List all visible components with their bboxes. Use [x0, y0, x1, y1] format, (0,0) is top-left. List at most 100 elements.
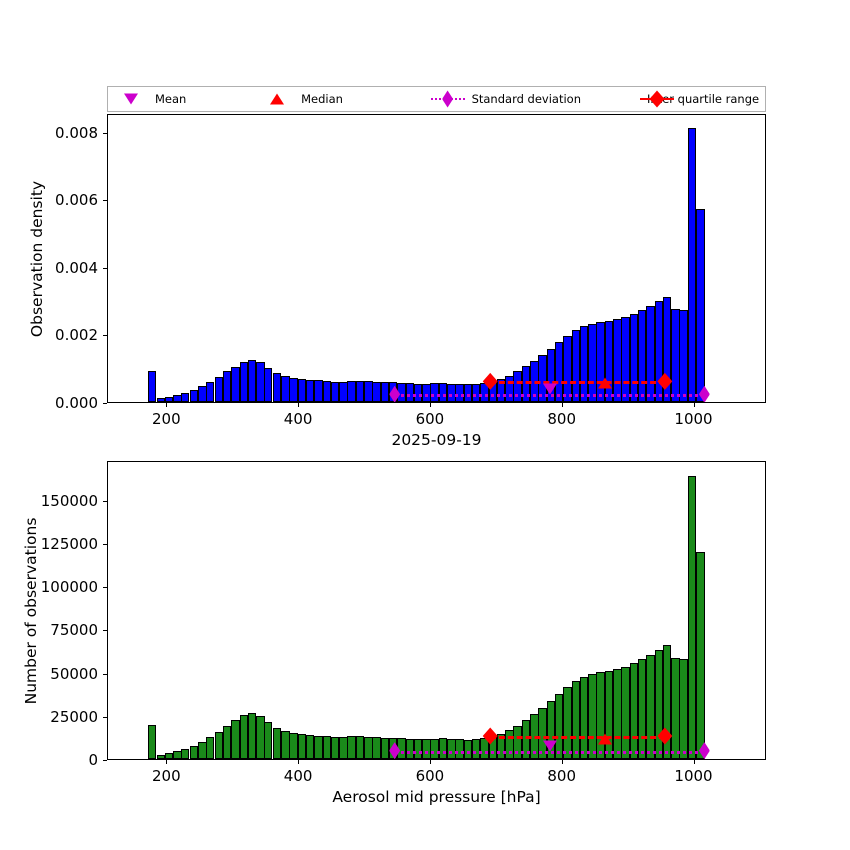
legend-label-0: Mean — [155, 92, 187, 106]
histogram-bar — [621, 666, 630, 759]
histogram-bar — [164, 753, 173, 759]
y-axis-title: Number of observations — [22, 517, 40, 704]
histogram-bar — [496, 734, 506, 759]
histogram-bar — [289, 732, 298, 759]
histogram-bar — [687, 475, 697, 759]
x-tick-label: 600 — [415, 410, 445, 428]
standard-deviation-high-marker — [698, 385, 710, 402]
histogram-bar — [156, 397, 166, 402]
histogram-bar — [430, 738, 439, 759]
histogram-bar — [662, 645, 672, 759]
histogram-bar — [380, 382, 390, 402]
observation-count-axes — [107, 461, 766, 760]
histogram-bar — [629, 663, 639, 759]
histogram-bar — [438, 738, 448, 759]
histogram-bar — [621, 316, 630, 402]
histogram-bar — [596, 322, 605, 402]
standard-deviation-line — [394, 750, 705, 754]
histogram-bar — [538, 354, 547, 402]
y-tick — [103, 543, 107, 545]
inter-quartile-range-line — [490, 735, 665, 739]
triangle-up-marker-icon — [270, 93, 285, 105]
histogram-bar — [355, 735, 365, 759]
histogram-bar — [297, 379, 307, 402]
legend-icon-wrap-0 — [114, 91, 148, 107]
top-panel-date-title: 2025-09-19 — [391, 431, 482, 449]
histogram-bar — [513, 371, 522, 402]
x-tick-label: 200 — [151, 410, 181, 428]
histogram-bar — [413, 739, 423, 759]
x-tick-label: 1000 — [674, 410, 713, 428]
observation-count-plot-area — [108, 462, 765, 759]
histogram-bar — [588, 323, 597, 402]
histogram-bar — [305, 379, 314, 402]
histogram-bar — [247, 359, 256, 402]
histogram-bar — [455, 739, 464, 759]
x-tick — [561, 403, 563, 407]
median-marker — [597, 377, 612, 389]
histogram-bar — [222, 371, 231, 402]
y-tick — [103, 403, 107, 404]
histogram-bar — [463, 739, 473, 759]
histogram-bar — [355, 380, 365, 402]
histogram-bar — [339, 737, 348, 759]
legend-label-2: Standard deviation — [471, 92, 582, 106]
y-tick-label: 0.004 — [55, 258, 98, 277]
standard-deviation-high-marker — [698, 742, 710, 759]
diamond-marker-icon — [649, 90, 665, 108]
legend-label-1: Median — [301, 92, 343, 106]
y-tick-label: 150000 — [40, 491, 98, 510]
mean-marker — [543, 383, 558, 395]
histogram-bar — [256, 362, 265, 402]
histogram-bar — [173, 751, 182, 759]
observation-density-axes — [107, 114, 766, 403]
histogram-bar — [372, 737, 381, 759]
histogram-bar — [571, 680, 581, 759]
histogram-bar — [505, 730, 514, 759]
histogram-bar — [256, 715, 265, 759]
histogram-bar — [189, 389, 198, 402]
histogram-bar — [521, 720, 531, 759]
histogram-bar — [231, 720, 240, 759]
histogram-bar — [206, 737, 215, 759]
histogram-bar — [297, 733, 307, 759]
histogram-bar — [148, 371, 157, 402]
histogram-bar — [422, 739, 431, 759]
histogram-bar — [679, 659, 688, 759]
triangle-down-marker-icon — [124, 93, 138, 105]
median-marker — [597, 733, 612, 745]
x-tick — [166, 403, 168, 407]
x-tick-label: 200 — [151, 767, 181, 785]
histogram-bar — [148, 725, 157, 759]
histogram-bar — [198, 742, 207, 759]
histogram-bar — [189, 745, 198, 759]
histogram-bar — [563, 687, 572, 759]
histogram-bar — [604, 671, 614, 759]
histogram-bar — [463, 384, 473, 402]
histogram-bar — [588, 673, 597, 759]
histogram-bar — [239, 715, 249, 759]
x-tick-label: 1000 — [674, 767, 713, 785]
histogram-bar — [364, 381, 373, 402]
inter-quartile-range-low-marker — [482, 372, 498, 390]
inter-quartile-range-high-marker — [657, 372, 673, 390]
histogram-bar — [579, 676, 589, 759]
histogram-bar — [679, 310, 688, 402]
y-tick — [103, 500, 107, 502]
legend-entry-3: Inter quartile range — [640, 90, 759, 108]
x-tick — [693, 760, 695, 764]
y-tick-label: 0.006 — [55, 191, 98, 210]
histogram-bar — [231, 366, 240, 402]
mean-marker — [543, 740, 558, 752]
x-tick — [429, 760, 431, 764]
legend-entry-0: Mean — [114, 91, 260, 107]
x-tick — [429, 403, 431, 407]
y-axis-title: Observation density — [28, 180, 46, 337]
histogram-bar — [546, 348, 556, 402]
x-axis-title: Aerosol mid pressure [hPa] — [332, 788, 541, 806]
histogram-bar — [339, 381, 348, 402]
histogram-bar — [314, 735, 323, 759]
legend-entry-2: Standard deviation — [430, 90, 640, 108]
standard-deviation-low-marker — [389, 385, 401, 402]
